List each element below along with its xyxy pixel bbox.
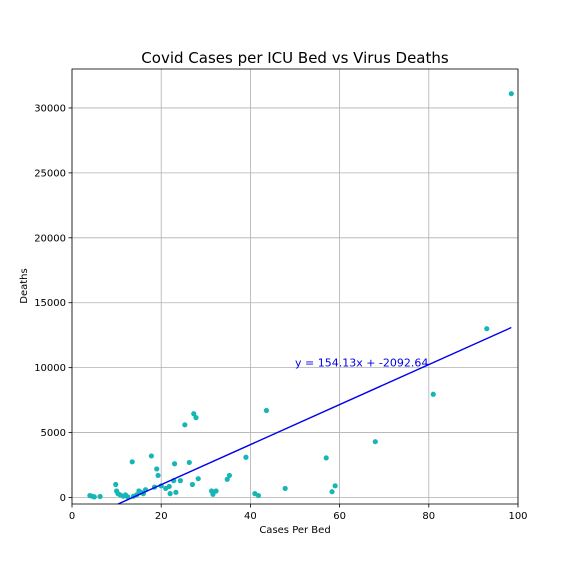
- y-axis-ticks: 0 5000 10000 15000 20000 25000 30000: [34, 103, 72, 504]
- scatter-point: [213, 488, 219, 494]
- scatter-point: [91, 494, 97, 500]
- scatter-point: [195, 476, 201, 482]
- x-tick-label: 100: [508, 511, 527, 522]
- scatter-point: [182, 422, 188, 428]
- plot-area: [87, 91, 514, 505]
- scatter-point: [193, 415, 199, 421]
- scatter-point: [508, 91, 514, 97]
- scatter-point: [224, 476, 230, 482]
- scatter-point: [186, 459, 192, 466]
- x-axis-label: Cases Per Bed: [259, 525, 330, 536]
- y-tick-label: 10000: [34, 363, 66, 374]
- regression-line-group: [117, 326, 512, 505]
- x-tick-label: 20: [155, 511, 168, 522]
- scatter-point: [191, 411, 197, 417]
- scatter-point: [177, 478, 183, 484]
- y-tick-label: 30000: [34, 103, 66, 114]
- scatter-point: [113, 481, 119, 488]
- scatter-point: [484, 326, 490, 332]
- regression-line: [117, 326, 512, 505]
- scatter-point: [171, 461, 178, 467]
- x-axis-ticks: 0 20 40 60 80 100: [69, 504, 528, 522]
- scatter-point: [255, 492, 262, 499]
- scatter-point: [148, 453, 154, 459]
- scatter-point: [263, 407, 270, 414]
- scatter-points: [87, 91, 514, 500]
- scatter-point: [282, 485, 288, 492]
- scatter-point: [97, 493, 103, 500]
- y-tick-label: 0: [60, 493, 66, 504]
- plot-frame: [71, 68, 519, 505]
- scatter-point: [210, 491, 216, 497]
- scatter-point: [332, 483, 338, 489]
- x-tick-label: 80: [422, 511, 435, 522]
- scatter-point: [166, 483, 172, 490]
- scatter-point: [129, 459, 135, 465]
- scatter-point: [173, 489, 179, 495]
- scatter-point: [167, 491, 173, 497]
- scatter-point: [155, 472, 161, 479]
- scatter-point: [125, 494, 131, 500]
- regression-equation-label: y = 154.13x + -2092.64: [295, 356, 428, 369]
- scatter-point: [329, 489, 335, 495]
- scatter-point: [154, 466, 160, 472]
- y-tick-label: 15000: [34, 298, 66, 309]
- x-tick-label: 60: [333, 511, 346, 522]
- y-tick-label: 20000: [34, 233, 66, 244]
- chart-title: Covid Cases per ICU Bed vs Virus Deaths: [141, 49, 449, 67]
- scatter-point: [430, 391, 436, 397]
- scatter-point: [226, 472, 233, 479]
- scatter-point: [243, 454, 249, 460]
- scatter-point: [372, 439, 378, 445]
- scatter-point: [323, 455, 329, 461]
- y-tick-label: 25000: [34, 168, 66, 179]
- x-tick-label: 0: [69, 511, 75, 522]
- scatter-point: [189, 481, 196, 488]
- y-axis-label: Deaths: [19, 268, 30, 303]
- y-tick-label: 5000: [41, 428, 66, 439]
- x-tick-label: 40: [244, 511, 257, 522]
